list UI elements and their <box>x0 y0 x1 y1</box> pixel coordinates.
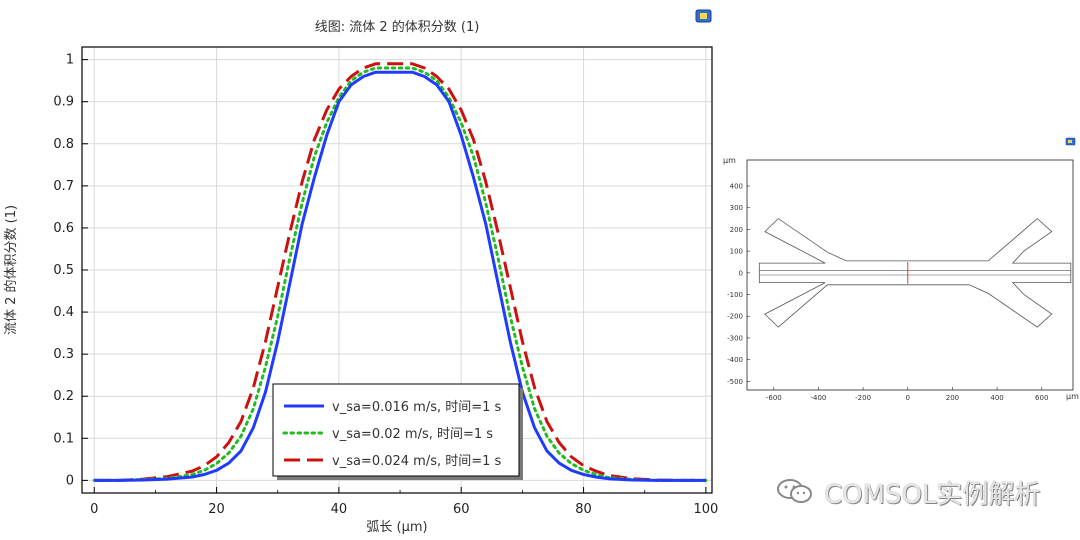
inset-x-unit: μm <box>1066 392 1079 401</box>
y-axis-label: 流体 2 的体积分数 (1) <box>3 205 19 335</box>
y-tick-label: 0.7 <box>53 179 74 194</box>
inset-y-tick-label: -500 <box>727 378 743 386</box>
watermark-text: COMSOL实例解析 <box>824 480 1041 510</box>
plot-settings-icon[interactable] <box>695 9 712 23</box>
inset-y-tick-label: 400 <box>730 183 743 191</box>
series-line <box>94 62 706 482</box>
inset-x-tick-label: 200 <box>946 394 959 402</box>
geometry-inset: -600 -400 -200 0 200 400 600 -500 -400 -300 -200 -1… <box>723 137 1079 402</box>
legend-label: v_sa=0.024 m/s, 时间=1 s <box>332 454 502 469</box>
x-tick-label: 0 <box>90 502 98 517</box>
series-line <box>94 70 706 482</box>
inset-y-unit: μm <box>723 156 736 165</box>
x-tick-label: 40 <box>331 502 348 517</box>
inset-x-tick-label: -400 <box>811 394 827 402</box>
wechat-icon <box>777 479 812 503</box>
inset-x-tick-label: 400 <box>990 394 1003 402</box>
y-tick-label: 0 <box>66 473 74 488</box>
inset-x-tick-label: -200 <box>855 394 871 402</box>
x-tick-label: 100 <box>693 502 718 517</box>
x-axis-label: 弧长 (μm) <box>366 520 427 535</box>
legend-label: v_sa=0.016 m/s, 时间=1 s <box>332 400 502 415</box>
x-tick-label: 80 <box>575 502 592 517</box>
y-tick-label: 0.3 <box>53 347 74 362</box>
channel-outline <box>758 218 1072 328</box>
y-tick-label: 0.4 <box>53 305 74 320</box>
x-tick-label: 60 <box>453 502 470 517</box>
chart-title: 线图: 流体 2 的体积分数 (1) <box>315 19 480 35</box>
inset-x-tick-label: 0 <box>906 394 910 402</box>
inset-y-tick-label: 200 <box>730 226 743 234</box>
x-tick-label: 20 <box>208 502 225 517</box>
y-tick-label: 1 <box>66 53 74 68</box>
inset-settings-icon[interactable] <box>1065 137 1076 146</box>
inset-y-tick-label: 100 <box>730 248 743 256</box>
y-tick-label: 0.8 <box>53 137 74 152</box>
inset-y-tick-label: -200 <box>727 313 743 321</box>
x-axis-ticks: 0 20 40 60 80 100 <box>90 487 718 517</box>
inset-y-tick-label: 0 <box>739 269 743 277</box>
microchannel-geometry <box>758 218 1072 328</box>
main-plot-area: 0 20 40 60 80 100 0 0.1 0.2 0.3 0.4 0.5 0.6 0.7 0.8 0.… <box>53 46 718 517</box>
y-tick-label: 0.2 <box>53 389 74 404</box>
y-tick-label: 0.6 <box>53 221 74 236</box>
inset-y-tick-label: -100 <box>727 291 743 299</box>
legend: v_sa=0.016 m/s, 时间=1 s v_sa=0.02 m/s, 时间=… <box>272 383 523 480</box>
series-line <box>92 66 708 482</box>
y-axis-ticks: 0 0.1 0.2 0.3 0.4 0.5 0.6 0.7 0.8 0.9 1 <box>53 53 88 488</box>
series-layer <box>92 62 708 482</box>
y-tick-label: 0.1 <box>53 431 74 446</box>
inset-x-tick-label: -600 <box>766 394 782 402</box>
y-tick-label: 0.9 <box>53 95 74 110</box>
inset-y-tick-label: -400 <box>727 356 743 364</box>
inset-x-tick-label: 600 <box>1035 394 1048 402</box>
legend-label: v_sa=0.02 m/s, 时间=1 s <box>332 427 493 442</box>
y-tick-label: 0.5 <box>53 263 74 278</box>
inset-y-tick-label: 300 <box>730 204 743 212</box>
inset-y-tick-label: -300 <box>727 334 743 342</box>
inset-axis-ticks: -600 -400 -200 0 200 400 600 -500 -400 -300 -200 -1… <box>727 183 1048 402</box>
